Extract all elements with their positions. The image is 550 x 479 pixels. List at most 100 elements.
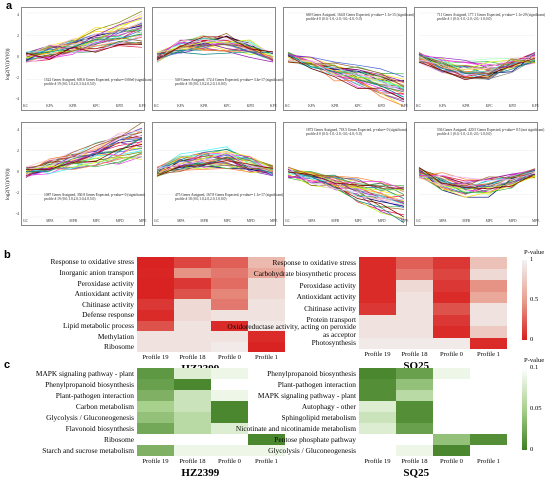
kegg-heatmap-hz2399-cell bbox=[211, 390, 248, 401]
go-heatmap-sq25-cell bbox=[470, 314, 507, 326]
go-scale-tick: 0 bbox=[530, 336, 534, 343]
kegg-heatmap-sq25-cell bbox=[433, 412, 470, 423]
gene-trend-line bbox=[287, 55, 405, 100]
go-heatmap-hz2399-column-label: Profile 1 bbox=[255, 354, 278, 362]
gene-trend-line bbox=[156, 151, 274, 175]
go-heatmap-sq25-cell bbox=[433, 337, 470, 349]
x-tick-label: KPA bbox=[439, 104, 447, 108]
kegg-heatmap-hz2399-cell bbox=[174, 423, 211, 434]
go-heatmap-hz2399-cell bbox=[137, 331, 174, 342]
go-heatmap-sq25-row-label: Chitinase activity bbox=[304, 303, 356, 313]
trend-profile-lines bbox=[418, 12, 536, 103]
go-heatmap-sq25-cell bbox=[396, 326, 433, 338]
gene-trend-line bbox=[418, 168, 536, 193]
annotation-stats: 1522 Genes Assigned, 605.6 Genes Expecte… bbox=[44, 78, 153, 82]
trend-profile-lines bbox=[156, 127, 274, 218]
go-heatmap-sq25-cell bbox=[433, 326, 470, 338]
go-heatmap-sq25-cell bbox=[359, 291, 396, 303]
kegg-heatmap-hz2399-row-label: Flavonoid biosynthesis bbox=[65, 423, 134, 433]
trend-profile-panel: GC MPA MPB MPC MPD MPE 1087 Genes Assigned, 35… bbox=[21, 122, 146, 226]
go-heatmap-hz2399-row-label: Peroxidase activity bbox=[77, 278, 134, 288]
gene-trend-line bbox=[156, 51, 274, 55]
kegg-heatmap-sq25-cell bbox=[433, 401, 470, 412]
go-heatmap-sq25-cell bbox=[433, 257, 470, 269]
y-tick-label: -4 bbox=[15, 211, 19, 216]
gene-trend-line bbox=[418, 169, 536, 185]
go-heatmap-hz2399-column-label: Profile 18 bbox=[179, 354, 206, 362]
go-heatmap-sq25-column-label: Profile 18 bbox=[401, 351, 428, 358]
gene-trend-line bbox=[25, 133, 143, 170]
gene-trend-line bbox=[156, 152, 274, 178]
kegg-heatmap-sq25-cell bbox=[359, 423, 396, 434]
kegg-heatmap-sq25-row-label: Nicotinate and nicotinamide metabolism bbox=[235, 423, 356, 433]
gene-trend-line bbox=[287, 60, 405, 92]
x-tick-label: KC bbox=[154, 104, 159, 108]
go-heatmap-sq25-cell bbox=[359, 280, 396, 292]
gene-trend-line bbox=[156, 39, 274, 58]
x-tick-label: KPE bbox=[270, 104, 277, 108]
go-heatmap-sq25-row-label: Peroxidase activity bbox=[299, 280, 356, 290]
gene-trend-line bbox=[25, 123, 142, 170]
y-tick-label: 4 bbox=[17, 127, 19, 132]
y-tick-label: 0 bbox=[17, 169, 19, 174]
go-heatmap-sq25-cell bbox=[396, 280, 433, 292]
kegg-heatmap-sq25-cell bbox=[396, 390, 433, 401]
kegg-heatmap-sq25-cell bbox=[433, 445, 470, 456]
go-heatmap-hz2399-cell bbox=[137, 320, 174, 332]
go-heatmap-hz2399-cell bbox=[248, 257, 285, 268]
gene-trend-line bbox=[25, 35, 143, 63]
annotation-stats: 536 Genes Assigned, 420.5 Genes Expected… bbox=[437, 128, 545, 132]
gene-trend-line bbox=[418, 55, 536, 74]
go-heatmap-hz2399-row-label: Antioxidant activity bbox=[74, 289, 134, 299]
go-heatmap-hz2399-cell bbox=[174, 267, 211, 279]
go-heatmap-hz2399-cell bbox=[211, 288, 248, 300]
go-heatmap-sq25-row-label: Photosynthesis bbox=[311, 338, 356, 348]
kegg-heatmap-hz2399-cell bbox=[211, 401, 248, 412]
kegg-heatmap-hz2399-cell bbox=[174, 434, 211, 445]
go-heatmap-sq25-cell bbox=[470, 280, 507, 292]
go-heatmap-hz2399-cell bbox=[211, 310, 248, 321]
profile-annotation: 669 Genes Assigned, 164.8 Genes Expected… bbox=[306, 13, 414, 21]
go-heatmap-sq25-cell bbox=[470, 326, 507, 338]
kegg-heatmap-sq25-cell bbox=[359, 412, 396, 423]
trend-profile-lines bbox=[287, 12, 405, 108]
kegg-heatmap-sq25-row-label: Plant-pathogen interaction bbox=[277, 379, 356, 389]
gene-trend-line bbox=[25, 37, 143, 57]
x-tick-label: GC bbox=[416, 219, 421, 223]
gene-trend-line bbox=[287, 168, 405, 210]
go-heatmap-sq25-cell bbox=[396, 337, 433, 349]
annotation-stats: 549 Genes Assigned, 172.4 Genes Expected… bbox=[175, 78, 284, 82]
x-tick-label: KPD bbox=[246, 104, 254, 108]
go-heatmap-sq25-cell bbox=[433, 268, 470, 280]
go-heatmap-hz2399-row-label: Ribosome bbox=[104, 342, 134, 352]
x-tick-label: MPC bbox=[485, 219, 494, 223]
go-heatmap-hz2399-cell bbox=[248, 267, 285, 279]
y-tick-label: -2 bbox=[15, 190, 19, 195]
go-heatmap-sq25-column-label: Profile 0 bbox=[440, 351, 463, 358]
panel-c-letter: c bbox=[4, 359, 11, 371]
go-heatmap-hz2399-cell bbox=[248, 341, 285, 353]
kegg-heatmap-sq25-cell bbox=[396, 412, 433, 423]
x-tick-label: KC bbox=[416, 104, 421, 108]
go-heatmap-sq25-cell bbox=[396, 314, 433, 326]
y-tick-label: 4 bbox=[17, 12, 19, 17]
x-tick-label: MPC bbox=[92, 219, 101, 223]
kegg-heatmap-sq25-column-label: Profile 1 bbox=[477, 458, 500, 465]
x-tick-label: KPB bbox=[69, 104, 77, 108]
gene-trend-line bbox=[156, 159, 274, 175]
go-heatmap-hz2399-column-label: Profile 0 bbox=[218, 354, 241, 362]
gene-trend-line bbox=[156, 153, 274, 176]
x-tick-label: GC bbox=[23, 219, 28, 223]
go-heatmap-hz2399-column-label: Profile 19 bbox=[142, 354, 169, 362]
go-heatmap-hz2399-row-label: Response to oxidative stress bbox=[50, 257, 134, 267]
go-heatmap-sq25-cell bbox=[470, 257, 507, 269]
go-heatmap-hz2399-cell bbox=[137, 278, 174, 289]
go-heatmap-sq25-cell bbox=[396, 268, 433, 280]
annotation-profile-id: profile # 1 (0.0,-1.0,-2.0,-2.0,-1.0,0.0… bbox=[437, 132, 492, 136]
annotation-stats: 669 Genes Assigned, 164.8 Genes Expected… bbox=[306, 13, 415, 17]
x-tick-label: KPC bbox=[354, 104, 362, 108]
x-tick-label: KPE bbox=[401, 104, 408, 108]
go-heatmap-hz2399-cell bbox=[137, 310, 174, 321]
x-tick-label: KPB bbox=[331, 104, 339, 108]
kegg-heatmap-sq25-cell bbox=[433, 390, 470, 401]
